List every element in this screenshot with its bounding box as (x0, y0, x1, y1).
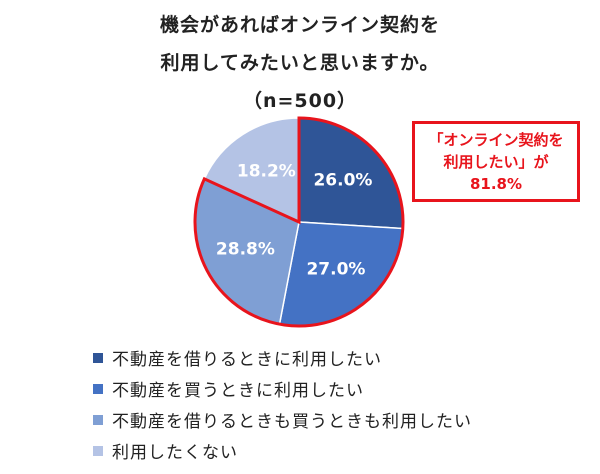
legend-item-1: 不動産を借りるときに利用したい (93, 342, 472, 373)
highlight-callout: 「オンライン契約を 利用したい」が 81.8% (412, 121, 580, 202)
value-label-4: 18.2% (237, 161, 296, 181)
pie-value-labels: 26.0% 27.0% 28.8% 18.2% (216, 161, 373, 279)
legend-label-1: 不動産を借りるときに利用したい (112, 350, 382, 370)
value-label-2: 27.0% (306, 260, 365, 280)
value-label-1: 26.0% (313, 171, 372, 191)
highlight-outline (193, 116, 405, 328)
value-label-3: 28.8% (216, 240, 275, 260)
pie-slices (193, 116, 405, 328)
callout-line-3: 81.8% (469, 175, 523, 193)
legend-label-2: 不動産を買うときに利用したい (112, 381, 364, 401)
pie-chart: 26.0% 27.0% 28.8% 18.2% (193, 116, 405, 328)
legend-item-4: 利用したくない (93, 435, 472, 466)
legend-item-2: 不動産を買うときに利用したい (93, 373, 472, 404)
slice-4 (203, 117, 300, 224)
callout-line-1: 「オンライン契約を (428, 131, 564, 149)
legend-item-3: 不動産を借りるときも買うときも利用したい (93, 404, 472, 435)
legend-swatch-4 (93, 445, 103, 456)
chart-title-line-1: 機会があればオンライン契約を (159, 14, 440, 36)
legend-swatch-3 (93, 414, 103, 425)
chart-title-line-2: 利用してみたいと思いますか。 (160, 52, 440, 74)
chart-legend: 不動産を借りるときに利用したい 不動産を買うときに利用したい不動産を借りるときも買… (93, 342, 472, 466)
legend-swatch-1 (93, 352, 103, 363)
legend-swatch-2 (93, 383, 103, 394)
legend-label-3: 不動産を借りるときも買うときも利用したい (112, 412, 472, 432)
legend-label-4: 利用したくない (112, 443, 238, 463)
chart-sample-size: （n=500） (242, 90, 358, 112)
callout-line-2: 利用したい」が (443, 153, 549, 171)
